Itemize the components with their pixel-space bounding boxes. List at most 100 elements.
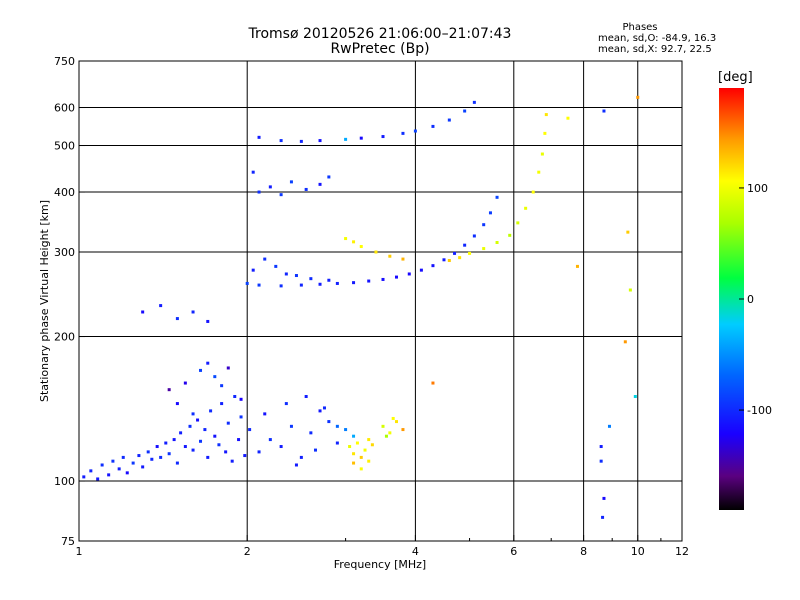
- data-point: [401, 428, 405, 432]
- data-point: [167, 388, 171, 392]
- data-point: [164, 441, 168, 445]
- data-point: [206, 319, 210, 323]
- data-point: [279, 284, 283, 288]
- data-point: [431, 124, 435, 128]
- data-point: [468, 251, 472, 255]
- data-point: [125, 471, 129, 475]
- data-point: [257, 190, 261, 194]
- data-point: [447, 118, 451, 122]
- data-point: [335, 424, 339, 428]
- data-point: [607, 424, 611, 428]
- data-point: [401, 257, 405, 261]
- data-point: [167, 452, 171, 456]
- data-point: [472, 234, 476, 238]
- data-point: [237, 438, 241, 442]
- data-point: [352, 240, 356, 244]
- data-point: [213, 375, 217, 379]
- data-point: [284, 402, 288, 406]
- colorbar-tick-label: 100: [747, 182, 768, 195]
- data-point: [359, 467, 363, 471]
- data-point: [279, 139, 283, 143]
- data-point: [233, 395, 237, 399]
- data-point: [188, 424, 192, 428]
- phases-title: Phases: [622, 22, 658, 33]
- data-point: [524, 206, 528, 210]
- data-point: [344, 237, 348, 241]
- x-tick-label: 8: [580, 545, 587, 558]
- data-point: [508, 233, 512, 237]
- data-point: [363, 448, 367, 452]
- data-point: [155, 445, 159, 449]
- phases-x-stats: mean, sd,X: 92.7, 22.5: [598, 44, 712, 55]
- data-point: [289, 180, 293, 184]
- data-point: [602, 109, 606, 113]
- data-point: [419, 268, 423, 272]
- y-axis-label: Stationary phase Virtual Height [km]: [38, 200, 51, 402]
- data-point: [226, 366, 230, 370]
- data-point: [384, 434, 388, 438]
- data-point: [183, 381, 187, 385]
- data-point: [191, 310, 195, 314]
- data-point: [206, 455, 210, 459]
- data-point: [599, 445, 603, 449]
- data-point: [199, 368, 203, 372]
- data-point: [279, 445, 283, 449]
- data-point: [137, 454, 141, 458]
- data-point: [251, 268, 255, 272]
- data-point: [602, 496, 606, 500]
- data-point: [257, 450, 261, 454]
- data-point: [318, 409, 322, 413]
- data-point: [111, 459, 115, 463]
- grid-lines: [79, 61, 682, 541]
- data-point: [367, 279, 371, 283]
- data-point: [352, 461, 356, 465]
- data-point: [482, 223, 486, 227]
- data-point: [100, 463, 104, 467]
- data-point: [431, 381, 435, 385]
- data-point: [327, 420, 331, 424]
- x-tick-label: 12: [675, 545, 689, 558]
- data-point: [274, 264, 278, 268]
- data-point: [322, 406, 326, 410]
- x-tick-label: 4: [412, 545, 419, 558]
- data-point: [257, 135, 261, 139]
- data-point: [191, 412, 195, 416]
- data-point: [179, 431, 183, 435]
- x-tick-label: 6: [510, 545, 517, 558]
- data-point: [458, 256, 462, 260]
- data-point: [183, 445, 187, 449]
- y-tick-label: 75: [61, 535, 75, 548]
- data-point: [175, 402, 179, 406]
- data-point: [299, 139, 303, 143]
- data-point: [191, 448, 195, 452]
- data-point: [391, 416, 395, 420]
- y-tick-label: 600: [54, 102, 75, 115]
- data-point: [196, 418, 200, 422]
- data-point: [407, 272, 411, 276]
- data-point: [381, 277, 385, 281]
- data-point: [335, 281, 339, 285]
- data-point: [633, 395, 637, 399]
- data-point: [268, 438, 272, 442]
- data-point: [279, 193, 283, 197]
- phases-o-stats: mean, sd,O: -84.9, 16.3: [598, 33, 717, 44]
- data-point: [146, 450, 150, 454]
- data-point: [299, 455, 303, 459]
- data-point: [352, 434, 356, 438]
- data-point: [199, 439, 203, 443]
- y-tick-label: 500: [54, 140, 75, 153]
- data-point: [348, 445, 352, 449]
- data-point: [96, 477, 100, 481]
- data-point: [141, 465, 145, 469]
- data-point: [159, 455, 163, 459]
- data-point: [447, 259, 451, 263]
- data-point: [294, 463, 298, 467]
- data-point: [359, 455, 363, 459]
- scatter-points: [82, 95, 640, 519]
- chart-title: Tromsø 20120526 21:06:00–21:07:43: [248, 26, 512, 42]
- data-point: [107, 473, 111, 477]
- data-point: [150, 457, 154, 461]
- data-point: [239, 415, 243, 419]
- x-tick-label: 10: [631, 545, 645, 558]
